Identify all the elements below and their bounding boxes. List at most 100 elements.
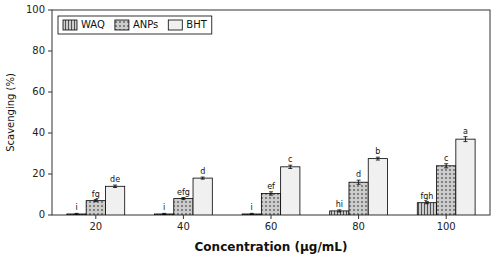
bar bbox=[417, 203, 436, 215]
error-cap bbox=[75, 213, 79, 214]
annotation: c bbox=[288, 155, 292, 164]
error-line bbox=[290, 165, 291, 168]
error-bar bbox=[444, 164, 448, 168]
error-cap bbox=[162, 213, 166, 214]
annotation: ef bbox=[267, 182, 275, 191]
x-tick-label: 80 bbox=[352, 221, 365, 232]
bar bbox=[242, 214, 261, 215]
error-line bbox=[377, 157, 378, 160]
error-line bbox=[358, 180, 359, 184]
error-cap bbox=[376, 160, 380, 161]
annotation: i bbox=[163, 203, 165, 212]
error-cap bbox=[250, 214, 254, 215]
x-tick bbox=[446, 215, 447, 219]
bars bbox=[67, 137, 475, 215]
annotation: c bbox=[444, 154, 448, 163]
bar bbox=[368, 159, 387, 215]
bar bbox=[281, 167, 300, 215]
x-tick-label: 60 bbox=[265, 221, 278, 232]
bar bbox=[349, 182, 368, 215]
annotation: de bbox=[110, 175, 120, 184]
legend-label: BHT bbox=[186, 19, 207, 30]
error-cap bbox=[425, 203, 429, 204]
y-tick bbox=[48, 10, 52, 11]
error-bar bbox=[250, 213, 254, 214]
error-cap bbox=[269, 195, 273, 196]
annotation: i bbox=[75, 203, 77, 212]
error-line bbox=[446, 164, 447, 168]
y-tick-label: 80 bbox=[32, 45, 45, 56]
error-cap bbox=[463, 141, 467, 142]
error-bar bbox=[376, 157, 380, 160]
error-cap bbox=[94, 201, 98, 202]
error-bar bbox=[162, 213, 166, 214]
y-tick bbox=[48, 174, 52, 175]
error-bar bbox=[94, 200, 98, 202]
y-tick-label: 20 bbox=[32, 168, 45, 179]
error-cap bbox=[357, 184, 361, 185]
error-cap bbox=[269, 191, 273, 192]
legend-label: WAQ bbox=[81, 19, 105, 30]
x-tick-label: 40 bbox=[177, 221, 190, 232]
error-cap bbox=[113, 187, 117, 188]
plot-frame bbox=[52, 10, 490, 215]
annotation: b bbox=[375, 147, 380, 156]
error-bar bbox=[357, 180, 361, 184]
error-cap bbox=[337, 209, 341, 210]
y-tick-label: 100 bbox=[26, 4, 45, 15]
bar bbox=[456, 139, 475, 215]
annotation: hi bbox=[336, 200, 343, 209]
error-cap bbox=[357, 180, 361, 181]
x-tick bbox=[358, 215, 359, 219]
annotation: d bbox=[356, 170, 361, 179]
error-cap bbox=[201, 179, 205, 180]
bar bbox=[67, 214, 86, 215]
bar bbox=[437, 166, 456, 215]
x-tick bbox=[271, 215, 272, 219]
x-tick bbox=[183, 215, 184, 219]
error-cap bbox=[162, 214, 166, 215]
error-cap bbox=[337, 211, 341, 212]
error-cap bbox=[288, 168, 292, 169]
error-line bbox=[271, 192, 272, 195]
legend: WAQANPsBHT bbox=[58, 16, 212, 34]
error-bar bbox=[425, 202, 429, 204]
chart: 02040608010020406080100Concentration (μg… bbox=[0, 0, 500, 257]
annotation: d bbox=[200, 167, 205, 176]
error-cap bbox=[463, 136, 467, 137]
bar bbox=[154, 214, 173, 215]
error-cap bbox=[201, 177, 205, 178]
legend-frame bbox=[58, 16, 212, 34]
error-cap bbox=[444, 167, 448, 168]
legend-swatch bbox=[63, 20, 77, 30]
y-tick bbox=[48, 133, 52, 134]
error-cap bbox=[425, 201, 429, 202]
error-cap bbox=[94, 199, 98, 200]
legend-swatch bbox=[168, 20, 182, 30]
error-bar bbox=[181, 198, 185, 200]
error-bar bbox=[463, 137, 467, 142]
error-cap bbox=[288, 165, 292, 166]
y-tick bbox=[48, 215, 52, 216]
bar bbox=[86, 201, 105, 215]
error-cap bbox=[250, 213, 254, 214]
error-cap bbox=[113, 185, 117, 186]
y-tick-label: 60 bbox=[32, 86, 45, 97]
annotation: fg bbox=[92, 190, 100, 199]
bar bbox=[193, 178, 212, 215]
bar bbox=[174, 199, 193, 215]
x-tick-label: 20 bbox=[89, 221, 102, 232]
legend-swatch bbox=[115, 20, 129, 30]
error-bar bbox=[288, 165, 292, 168]
y-tick-label: 40 bbox=[32, 127, 45, 138]
error-bar bbox=[337, 210, 341, 212]
error-bar bbox=[113, 185, 117, 187]
annotation: fgh bbox=[420, 192, 433, 201]
annotation: i bbox=[251, 203, 253, 212]
error-cap bbox=[376, 157, 380, 158]
annotation: efg bbox=[177, 188, 190, 197]
error-bar bbox=[269, 192, 273, 195]
error-bar bbox=[201, 177, 205, 179]
x-axis-label: Concentration (μg/mL) bbox=[195, 240, 348, 254]
error-cap bbox=[181, 199, 185, 200]
